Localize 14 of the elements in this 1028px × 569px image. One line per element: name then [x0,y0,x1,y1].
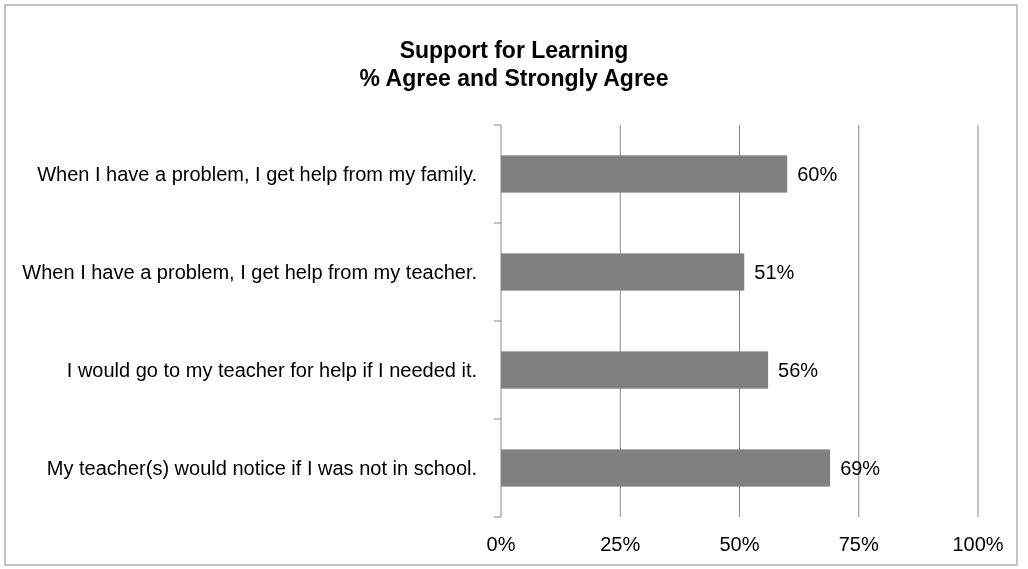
data-label: 51% [754,261,795,283]
y-tick-label: When I have a problem, I get help from my family. [37,163,477,185]
x-tick-label: 25% [600,533,641,555]
x-tick-label: 75% [838,533,879,555]
x-tick-label: 0% [486,533,516,555]
data-label: 60% [797,163,838,185]
x-tick-label: 100% [952,533,1004,555]
data-label: 69% [840,457,881,479]
y-tick-label: My teacher(s) would notice if I was not in school. [46,457,477,479]
x-tick-label: 50% [719,533,760,555]
chart-title: Support for Learning % Agree and Strongly Agree [359,37,669,91]
y-tick-label: I would go to my teacher for help if I needed it. [66,359,477,381]
y-tick-label: When I have a problem, I get help from my teacher. [22,261,477,283]
data-label: 56% [778,359,819,381]
